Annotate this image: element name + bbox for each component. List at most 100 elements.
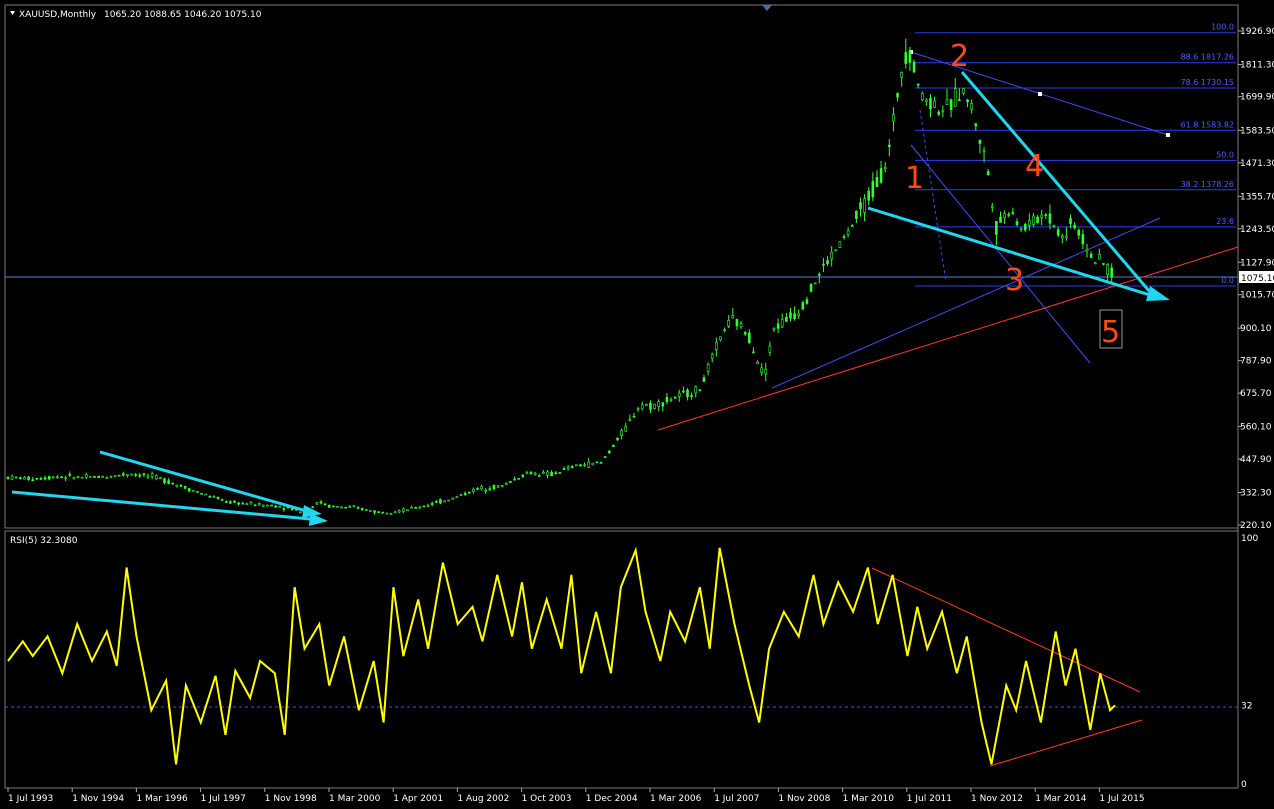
fib-level-label: 88.6 1817.26: [1181, 53, 1234, 62]
price-candle-body: [558, 472, 562, 474]
price-candle-body: [958, 99, 961, 101]
price-candle-body: [517, 478, 520, 480]
price-candle-body: [23, 476, 26, 480]
menu-triangle-icon[interactable]: [10, 11, 15, 15]
price-candle-body: [27, 476, 30, 480]
price-candle-body: [525, 472, 529, 474]
price-candle-body: [813, 282, 817, 285]
price-candle-body: [682, 390, 685, 393]
price-candle-body: [686, 389, 689, 397]
price-candle-body: [134, 474, 137, 476]
wave-label-5-box: [1099, 309, 1123, 349]
price-candle-body: [1065, 235, 1068, 238]
price-candle-body: [612, 444, 615, 447]
price-candle-body: [476, 488, 479, 490]
arrows[interactable]: [11, 71, 1170, 526]
fib-end-handle[interactable]: [1166, 133, 1170, 137]
price-candle-body: [715, 342, 718, 350]
price-candle-body: [1098, 254, 1101, 260]
rsi-support-line[interactable]: [989, 719, 1143, 767]
fib-retracement-trendline[interactable]: [919, 109, 947, 283]
price-candle-body: [426, 505, 430, 507]
price-candle-body: [196, 491, 199, 493]
price-candle-body: [933, 100, 936, 108]
price-candle-body: [649, 402, 652, 410]
rsi-overlays[interactable]: [5, 567, 1238, 767]
price-candle-body: [447, 499, 450, 502]
price-candle-body: [472, 488, 475, 492]
price-candle-body: [719, 336, 722, 341]
price-candle-body: [583, 464, 586, 467]
price-candle-body: [19, 477, 22, 480]
price-candle-body: [47, 476, 51, 480]
price-candle-body: [785, 316, 788, 322]
early-arrow-upper[interactable]: [99, 450, 311, 514]
time-tick-label: 1 Mar 2010: [843, 794, 895, 804]
rsi-panel[interactable]: [4, 530, 1239, 789]
price-panel[interactable]: [4, 4, 1239, 529]
price-candle-body: [200, 493, 203, 495]
price-candle-body: [167, 480, 170, 485]
price-candle-body: [727, 319, 731, 327]
price-candle-body: [962, 88, 965, 94]
price-candle-body: [344, 506, 348, 509]
price-candle-body: [146, 475, 150, 478]
rsi-resistance-line[interactable]: [871, 567, 1141, 693]
price-candle-body: [871, 181, 875, 198]
scroll-marker-icon[interactable]: [762, 5, 772, 11]
price-candle-body: [274, 505, 277, 508]
price-candle-body: [327, 504, 331, 508]
price-candle-body: [183, 486, 187, 489]
price-candle-body: [406, 509, 409, 512]
price-candle-body: [224, 501, 228, 503]
price-candle-body: [505, 482, 508, 485]
price-candle-body: [780, 318, 784, 328]
rsi-axis: 100 32 0: [1241, 534, 1258, 790]
wave-arrow-2-5[interactable]: [960, 71, 1152, 293]
price-candle-body: [360, 508, 364, 511]
price-candle-body: [492, 484, 496, 489]
fibonacci-retracement[interactable]: 100.0 88.6 1817.26 78.6 1730.15 61.8 1583.8…: [915, 23, 1236, 287]
price-candle-body: [801, 302, 805, 310]
price-candle-body: [216, 496, 220, 500]
price-candle-body: [430, 503, 434, 505]
price-candle-body: [187, 488, 191, 492]
price-candle-body: [10, 475, 14, 480]
fib-mid-handle[interactable]: [1038, 92, 1042, 96]
price-candle-body: [756, 361, 759, 365]
price-candle-body: [266, 504, 269, 507]
price-candle-body: [171, 482, 175, 485]
time-axis: 1 Jul 1993 1 Nov 1994 1 Mar 1996 1 Jul 1997…: [7, 788, 1145, 804]
price-candle-body: [229, 501, 232, 504]
time-tick-label: 1 Mar 2006: [650, 794, 702, 804]
price-candle-body: [484, 489, 488, 492]
time-tick-label: 1 Jul 1993: [8, 794, 53, 804]
time-tick-label: 1 Jul 2015: [1099, 794, 1144, 804]
price-tick-label: 675.70: [1240, 389, 1272, 399]
price-candle-body: [1023, 224, 1027, 231]
price-candle-body: [970, 103, 973, 110]
time-tick-label: 1 Mar 1996: [136, 794, 188, 804]
price-candle-body: [410, 506, 413, 509]
wave-arrow-1-3[interactable]: [867, 206, 1151, 297]
price-candle-body: [1032, 215, 1035, 225]
price-candle-body: [1019, 228, 1023, 231]
fib-level-label: 23.6: [1216, 217, 1234, 226]
price-candle-body: [521, 474, 525, 477]
trend-lines[interactable]: [5, 50, 1239, 431]
price-candle-body: [570, 466, 574, 468]
channel-support-blue[interactable]: [771, 217, 1161, 389]
price-tick-label: 787.90: [1240, 357, 1272, 367]
price-candle-body: [150, 473, 154, 477]
price-candle-body: [953, 88, 957, 107]
fib-fan-line-lower[interactable]: [910, 144, 1091, 364]
price-candle-body: [616, 437, 619, 441]
early-arrow-lower[interactable]: [11, 490, 311, 521]
price-series: [6, 38, 1114, 515]
price-candle-body: [863, 198, 866, 213]
price-candle-body: [159, 477, 162, 480]
long-term-support-red[interactable]: [657, 246, 1239, 431]
price-candle-body: [653, 403, 656, 409]
price-candle-body: [467, 491, 471, 494]
